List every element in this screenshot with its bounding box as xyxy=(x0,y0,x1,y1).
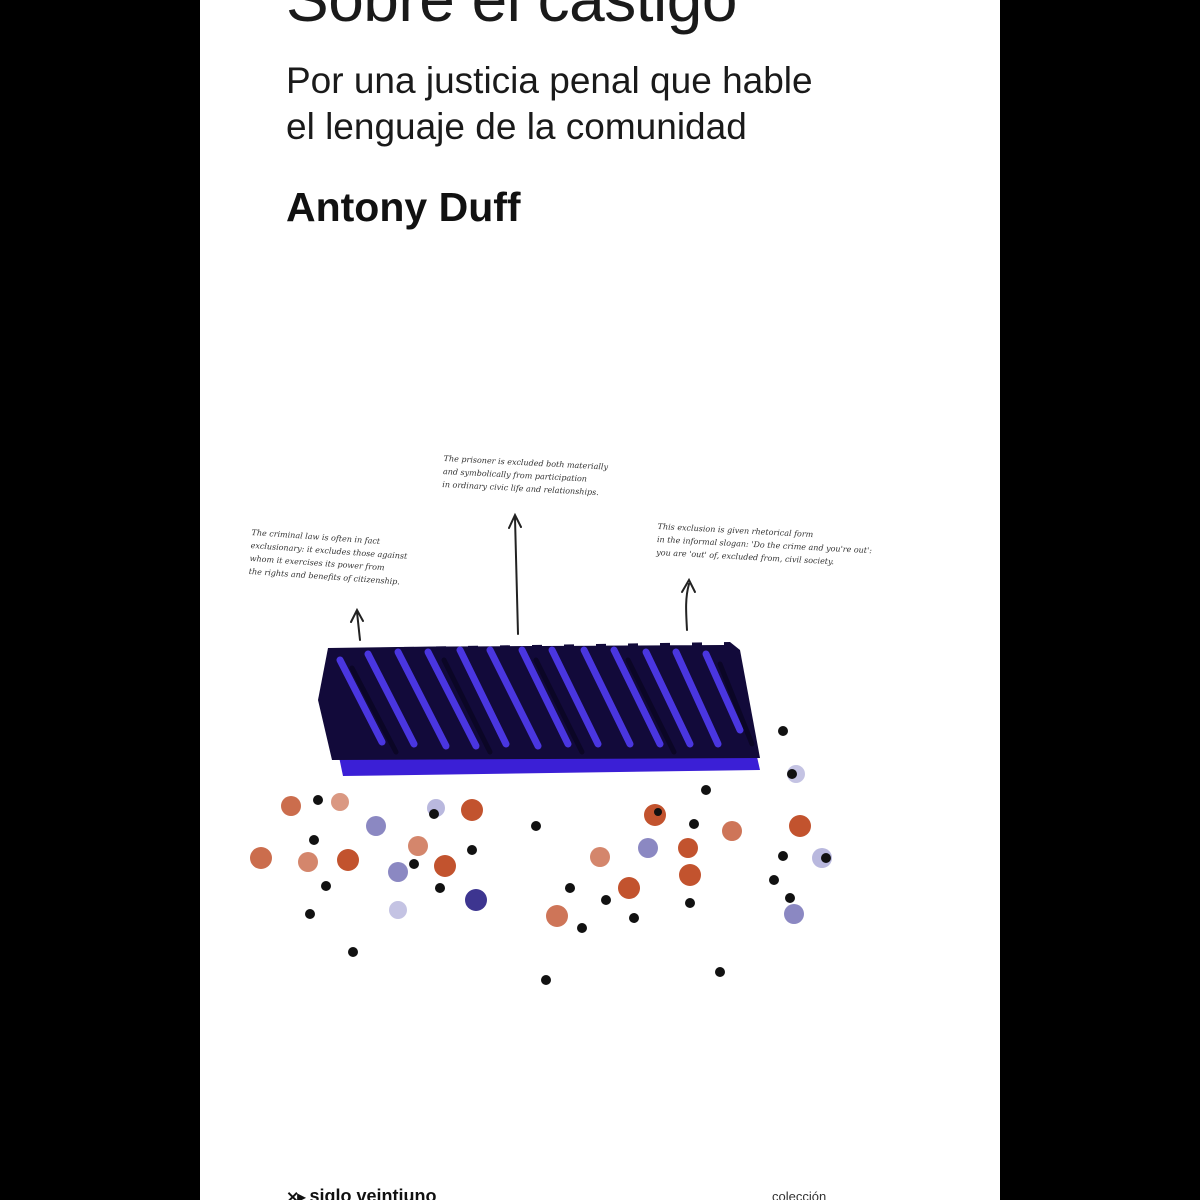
publisher-name: siglo veintiuno xyxy=(309,1186,437,1200)
dot-black xyxy=(778,851,788,861)
dot-black xyxy=(701,785,711,795)
dots-blue xyxy=(366,765,832,924)
dot-black xyxy=(541,975,551,985)
dot-black xyxy=(409,859,419,869)
arrow-right xyxy=(681,577,696,631)
dot-black xyxy=(821,853,831,863)
dot-orange xyxy=(590,847,610,867)
dot-blue xyxy=(784,904,804,924)
arrow-left xyxy=(350,607,364,641)
dot-black xyxy=(778,726,788,736)
dot-blue xyxy=(388,862,408,882)
dot-orange xyxy=(298,852,318,872)
annotation-left: The criminal law is often in fact exclus… xyxy=(248,526,408,589)
dot-black xyxy=(785,893,795,903)
dot-black xyxy=(309,835,319,845)
publisher-logo: ⨯▸ siglo veintiuno xyxy=(286,1186,436,1200)
book-subtitle: Por una justicia penal que hable el leng… xyxy=(286,58,926,150)
dot-orange xyxy=(408,836,428,856)
dot-black xyxy=(715,967,725,977)
dot-blue xyxy=(465,889,487,911)
block-hatching-dark xyxy=(349,657,755,755)
dot-black xyxy=(313,795,323,805)
dot-black xyxy=(531,821,541,831)
cover-illustration xyxy=(250,512,832,985)
dots-orange xyxy=(250,793,811,927)
dot-black xyxy=(348,947,358,957)
dot-black xyxy=(435,883,445,893)
dot-black xyxy=(787,769,797,779)
dot-black xyxy=(629,913,639,923)
dot-orange xyxy=(644,804,666,826)
block-hatching xyxy=(336,646,744,750)
dot-black xyxy=(685,898,695,908)
dot-black xyxy=(689,819,699,829)
collection-label: colección xyxy=(772,1189,827,1200)
dot-black xyxy=(769,875,779,885)
dot-orange xyxy=(250,847,272,869)
dot-black xyxy=(577,923,587,933)
annotation-arrows xyxy=(350,512,696,641)
dot-orange xyxy=(722,821,742,841)
dot-blue xyxy=(638,838,658,858)
dot-black xyxy=(305,909,315,919)
publisher-mark-icon: ⨯▸ xyxy=(286,1188,305,1200)
book-cover: Sobre el castigo Por una justicia penal … xyxy=(200,0,1000,1200)
block-rim xyxy=(349,641,729,647)
dots-black xyxy=(305,726,831,985)
dot-black xyxy=(467,845,477,855)
dot-black xyxy=(321,881,331,891)
dot-orange xyxy=(679,864,701,886)
dot-black xyxy=(565,883,575,893)
dot-orange xyxy=(281,796,301,816)
book-author: Antony Duff xyxy=(286,184,521,230)
dot-orange xyxy=(678,838,698,858)
dot-blue xyxy=(366,816,386,836)
dot-orange xyxy=(618,877,640,899)
dot-orange xyxy=(546,905,568,927)
dot-orange xyxy=(461,799,483,821)
dot-blue xyxy=(389,901,407,919)
dot-black xyxy=(654,808,662,816)
dot-orange xyxy=(789,815,811,837)
dot-black xyxy=(429,809,439,819)
dot-orange xyxy=(337,849,359,871)
book-title: Sobre el castigo xyxy=(286,0,737,36)
subtitle-line-2: el lenguaje de la comunidad xyxy=(286,106,747,147)
dot-black xyxy=(601,895,611,905)
subtitle-line-1: Por una justicia penal que hable xyxy=(286,60,813,101)
dot-orange xyxy=(331,793,349,811)
arrow-center xyxy=(508,512,522,635)
dot-orange xyxy=(434,855,456,877)
